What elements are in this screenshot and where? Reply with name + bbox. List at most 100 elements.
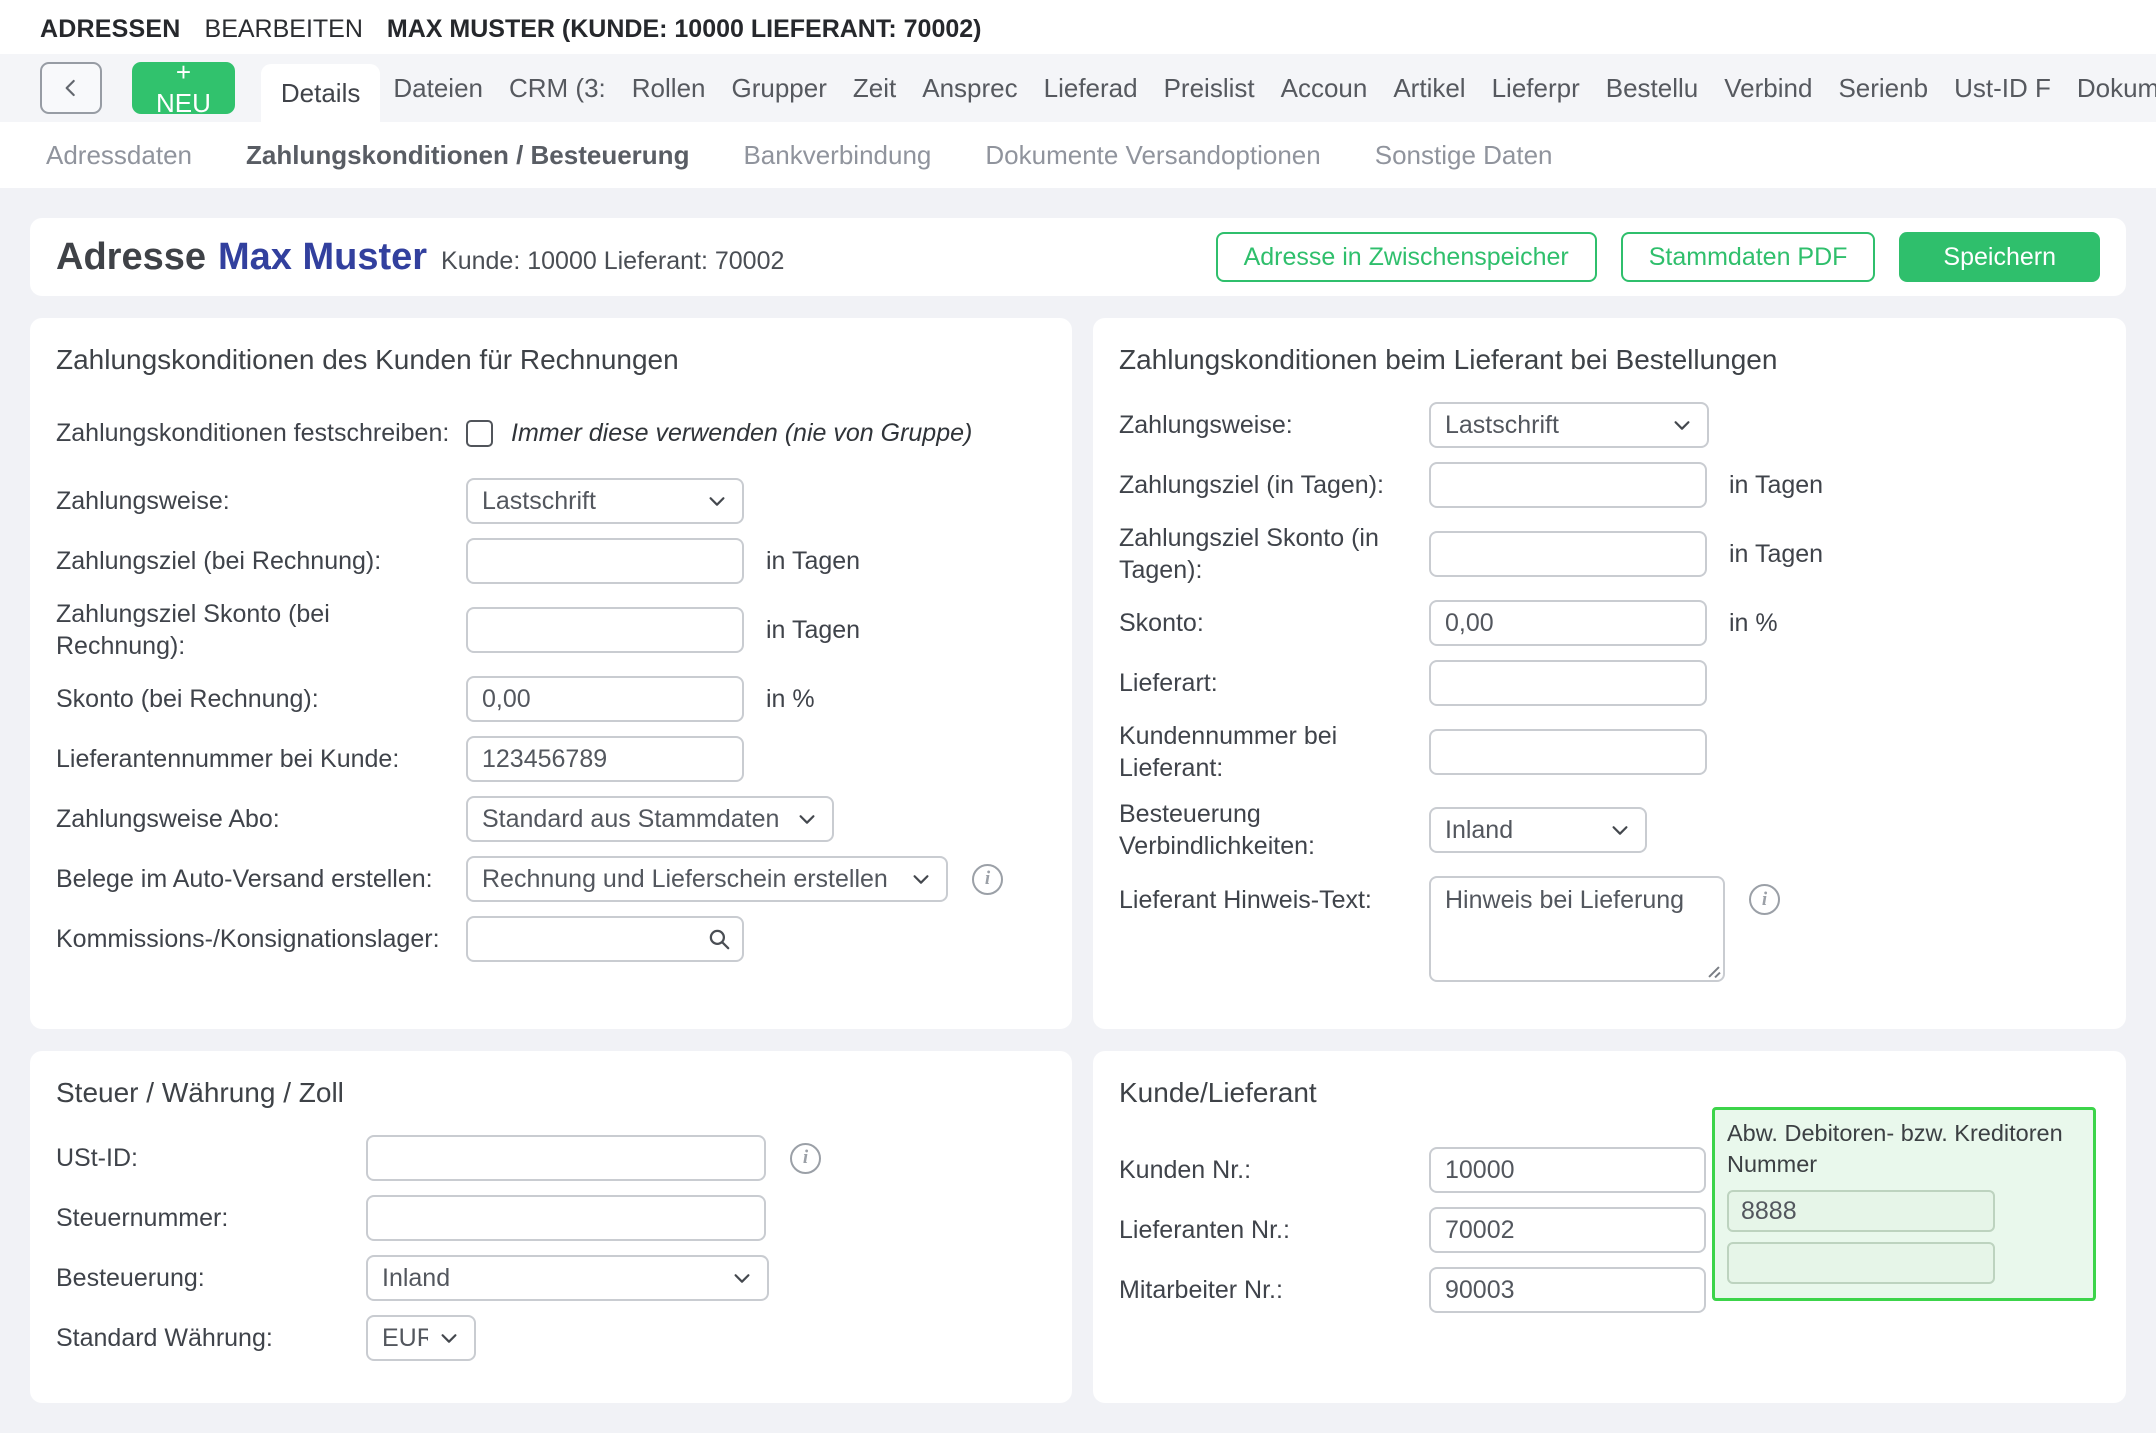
tab-preislisten[interactable]: Preislist: [1163, 72, 1255, 103]
info-icon[interactable]: i: [790, 1142, 821, 1174]
tab-zeit[interactable]: Zeit: [852, 72, 897, 103]
kommissionslager-input[interactable]: [466, 916, 744, 962]
field-label: Kunden Nr.:: [1119, 1156, 1252, 1184]
copy-to-clipboard-button[interactable]: Adresse in Zwischenspeicher: [1215, 232, 1597, 282]
field-row-zahlungsziel-skonto: Zahlungsziel Skonto (in Tagen): in Tagen: [1119, 522, 2100, 586]
unit-suffix: in %: [766, 684, 815, 713]
hinweis-textarea-wrap: Hinweis bei Lieferung: [1429, 876, 1725, 987]
field-label: Mitarbeiter Nr.:: [1119, 1276, 1283, 1304]
field-row-festschreiben: Zahlungskonditionen festschreiben: Immer…: [56, 402, 1046, 464]
abw-debitoren-input[interactable]: [1727, 1190, 1995, 1233]
lieferart-input[interactable]: [1429, 660, 1707, 706]
panel-customer-invoice-terms: Zahlungskonditionen des Kunden für Rechn…: [30, 318, 1072, 1029]
field-row-kunden-nr: Kunden Nr.:: [1119, 1147, 2100, 1193]
hinweis-textarea[interactable]: Hinweis bei Lieferung: [1429, 876, 1725, 982]
address-name: Max Muster: [217, 235, 428, 278]
masterdata-pdf-button[interactable]: Stammdaten PDF: [1620, 232, 1876, 282]
lieferant-zahlungsziel-input[interactable]: [1429, 462, 1707, 508]
zahlungsweise-abo-select[interactable]: Standard aus Stammdaten: [466, 796, 834, 842]
skonto-input[interactable]: [466, 676, 744, 722]
panel-title: Zahlungskonditionen beim Lieferant bei B…: [1119, 344, 1778, 375]
tab-ansprechpartner[interactable]: Ansprec: [922, 72, 1018, 103]
belege-select[interactable]: Rechnung und Lieferschein erstellen: [466, 856, 948, 902]
lieferant-skonto-input[interactable]: [1429, 600, 1707, 646]
tab-lieferadressen[interactable]: Lieferad: [1043, 72, 1138, 103]
subnav-sonstige-daten[interactable]: Sonstige Daten: [1374, 139, 1553, 170]
field-label: Zahlungsziel (in Tagen):: [1119, 471, 1384, 499]
lager-search-field: [466, 916, 744, 962]
besteuerung-select[interactable]: Inland: [366, 1255, 769, 1301]
field-row-hinweis-text: Lieferant Hinweis-Text: Hinweis bei Lief…: [1119, 876, 2100, 987]
waehrung-select[interactable]: EUR: [366, 1315, 476, 1361]
tab-artikel[interactable]: Artikel: [1393, 72, 1466, 103]
lieferanten-nr-input[interactable]: [1429, 1207, 1706, 1253]
select-value: Rechnung und Lieferschein erstellen: [482, 864, 888, 893]
info-icon[interactable]: i: [1749, 884, 1780, 915]
field-label: Lieferant Hinweis-Text:: [1119, 886, 1372, 914]
new-button[interactable]: + NEU: [132, 57, 235, 118]
subnav-dokumente-versandoptionen[interactable]: Dokumente Versandoptionen: [985, 139, 1321, 170]
abw-kreditoren-input[interactable]: [1727, 1242, 1995, 1285]
tab-bestellungen[interactable]: Bestellu: [1605, 72, 1699, 103]
besteuerung-verbindlichkeiten-select[interactable]: Inland: [1429, 807, 1647, 853]
chevron-down-icon: [441, 1334, 457, 1343]
address-header-card: Adresse Max Muster Kunde: 10000 Lieferan…: [30, 218, 2126, 296]
unit-suffix: in Tagen: [1729, 470, 1824, 499]
field-row-besteuerung: Besteuerung: Inland: [56, 1255, 1046, 1301]
field-label: Lieferart:: [1119, 669, 1218, 697]
zahlungsweise-select[interactable]: Lastschrift: [466, 478, 744, 524]
field-label: Zahlungsweise Abo:: [56, 805, 280, 833]
tab-dateien[interactable]: Dateien: [393, 72, 483, 103]
subnav-adressdaten[interactable]: Adressdaten: [46, 139, 192, 170]
tab-verbindungen[interactable]: Verbind: [1724, 72, 1813, 103]
ust-id-input[interactable]: [366, 1135, 766, 1181]
chevron-down-icon: [1612, 826, 1628, 835]
field-label: Zahlungsweise:: [56, 487, 230, 515]
back-button[interactable]: [40, 62, 102, 114]
tab-serienbriefe[interactable]: Serienb: [1838, 72, 1929, 103]
field-row-lieferantennummer: Lieferantennummer bei Kunde:: [56, 736, 1046, 782]
zahlungsziel-skonto-input[interactable]: [466, 607, 744, 653]
tab-crm[interactable]: CRM (3:: [509, 72, 606, 103]
field-label: Besteuerung Verbindlichkeiten:: [1119, 800, 1315, 860]
tab-details[interactable]: Details: [260, 64, 381, 122]
field-row-lieferart: Lieferart:: [1119, 660, 2100, 706]
content-area: Adresse Max Muster Kunde: 10000 Lieferan…: [0, 188, 2156, 1433]
subnav-zahlungskonditionen[interactable]: Zahlungskonditionen / Besteuerung: [245, 139, 690, 170]
zahlungsziel-input[interactable]: [466, 538, 744, 584]
chevron-down-icon: [734, 1274, 750, 1283]
kundennummer-bei-lieferant-input[interactable]: [1429, 729, 1707, 775]
unit-suffix: in Tagen: [766, 546, 861, 575]
field-row-zahlungsziel: Zahlungsziel (bei Rechnung): in Tagen: [56, 538, 1046, 584]
lieferant-zahlungsweise-select[interactable]: Lastschrift: [1429, 402, 1709, 448]
tab-bar: + NEU Details Dateien CRM (3: Rollen Gru…: [0, 54, 2156, 122]
steuernummer-input[interactable]: [366, 1195, 766, 1241]
field-label: Zahlungsziel Skonto (bei Rechnung):: [56, 600, 330, 660]
festschreiben-checkbox[interactable]: [466, 419, 493, 447]
select-value: EUR: [382, 1323, 428, 1352]
chevron-down-icon: [709, 497, 725, 506]
tab-rollen[interactable]: Rollen: [631, 72, 706, 103]
field-row-skonto: Skonto: in %: [1119, 600, 2100, 646]
field-label: Kundennummer bei Lieferant:: [1119, 722, 1338, 782]
panel-title: Kunde/Lieferant: [1119, 1077, 1317, 1108]
tab-accounting[interactable]: Accoun: [1280, 72, 1368, 103]
tab-ustid[interactable]: Ust-ID F: [1954, 72, 2051, 103]
subnav-bankverbindung[interactable]: Bankverbindung: [743, 139, 932, 170]
select-value: Inland: [382, 1263, 451, 1292]
field-label: Steuernummer:: [56, 1204, 229, 1232]
search-icon[interactable]: [706, 926, 732, 952]
tab-lieferpreise[interactable]: Lieferpr: [1491, 72, 1580, 103]
mitarbeiter-nr-input[interactable]: [1429, 1267, 1706, 1313]
kunden-nr-input[interactable]: [1429, 1147, 1706, 1193]
panel-title: Steuer / Währung / Zoll: [56, 1077, 344, 1108]
save-button[interactable]: Speichern: [1899, 232, 2100, 282]
lieferant-zahlungsziel-skonto-input[interactable]: [1429, 531, 1707, 577]
tab-dokumente[interactable]: Dokume: [2076, 72, 2156, 103]
lieferantennummer-input[interactable]: [466, 736, 744, 782]
field-row-zahlungsweise: Zahlungsweise: Lastschrift: [56, 478, 1046, 524]
tab-gruppen[interactable]: Grupper: [731, 72, 827, 103]
info-icon[interactable]: i: [972, 863, 1003, 895]
panel-title: Zahlungskonditionen des Kunden für Rechn…: [56, 344, 679, 375]
tab-strip: Details Dateien CRM (3: Rollen Grupper Z…: [260, 54, 2156, 122]
